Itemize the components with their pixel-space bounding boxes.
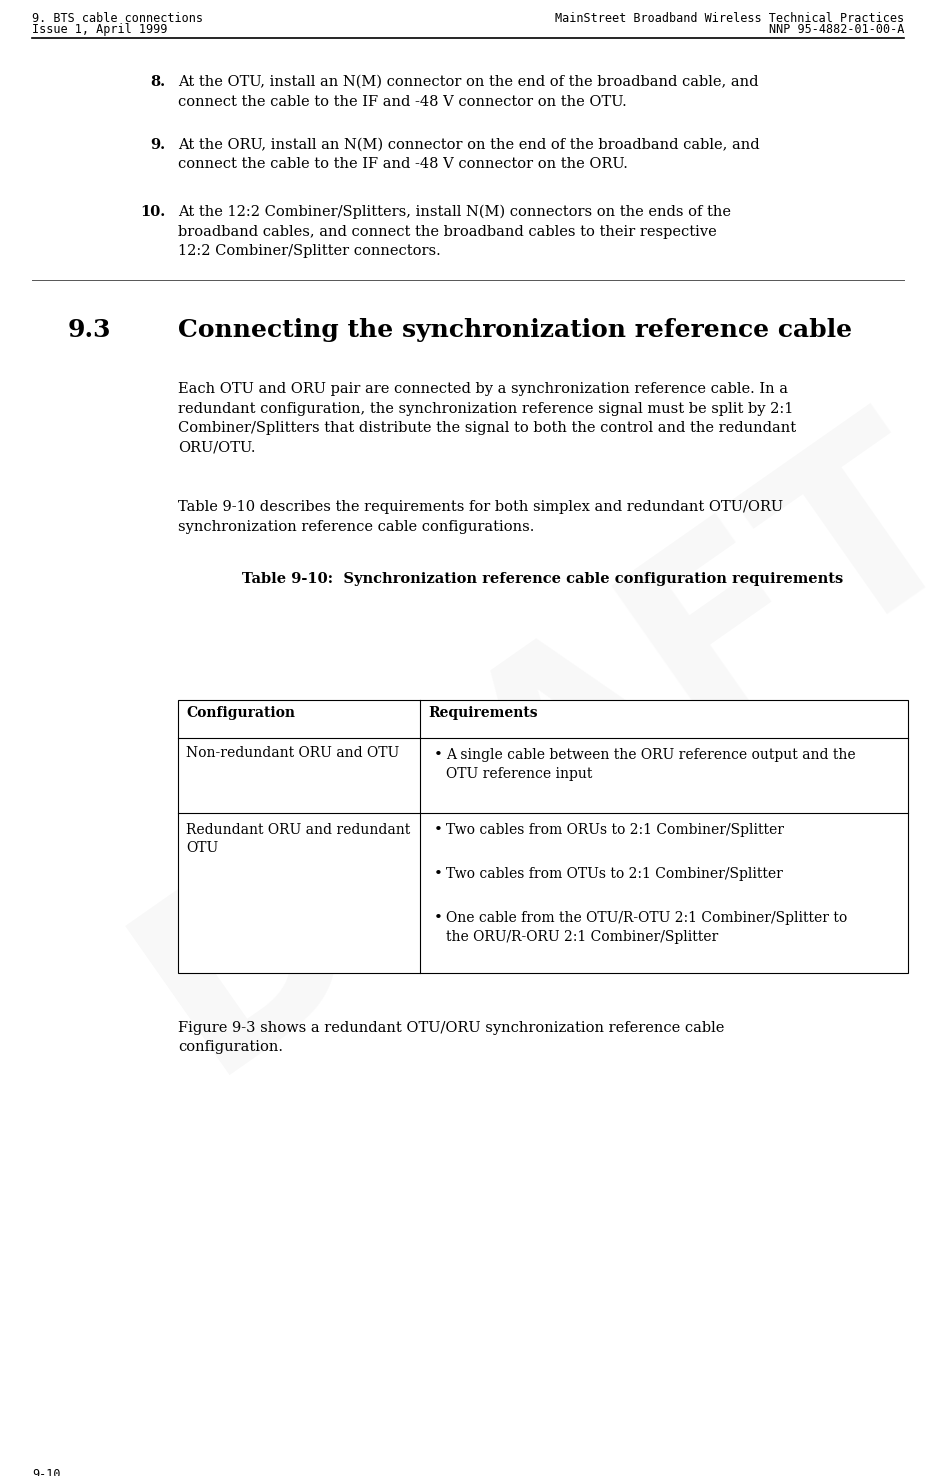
Text: Non-redundant ORU and OTU: Non-redundant ORU and OTU [186,745,400,760]
Text: MainStreet Broadband Wireless Technical Practices: MainStreet Broadband Wireless Technical … [555,12,904,25]
Text: A single cable between the ORU reference output and the
OTU reference input: A single cable between the ORU reference… [446,748,856,781]
Text: Two cables from OTUs to 2:1 Combiner/Splitter: Two cables from OTUs to 2:1 Combiner/Spl… [446,866,782,881]
Text: •: • [434,866,443,881]
Text: At the OTU, install an N(M) connector on the end of the broadband cable, and
con: At the OTU, install an N(M) connector on… [178,75,758,109]
Text: 10.: 10. [139,205,165,218]
Text: Table 9-10 describes the requirements for both simplex and redundant OTU/ORU
syn: Table 9-10 describes the requirements fo… [178,500,783,533]
Text: 9.: 9. [150,137,165,152]
Text: •: • [434,824,443,837]
Text: •: • [434,748,443,762]
Text: Issue 1, April 1999: Issue 1, April 1999 [32,24,168,35]
Text: 9-10: 9-10 [32,1469,61,1476]
Bar [178,700,908,973]
Text: NNP 95-4882-01-00-A: NNP 95-4882-01-00-A [768,24,904,35]
Text: Connecting the synchronization reference cable: Connecting the synchronization reference… [178,317,852,342]
Text: •: • [434,911,443,925]
Text: Configuration: Configuration [186,706,295,720]
Text: Redundant ORU and redundant
OTU: Redundant ORU and redundant OTU [186,824,410,856]
Text: DRAFT: DRAFT [97,382,936,1117]
Text: Each OTU and ORU pair are connected by a synchronization reference cable. In a
r: Each OTU and ORU pair are connected by a… [178,382,797,455]
Text: Two cables from ORUs to 2:1 Combiner/Splitter: Two cables from ORUs to 2:1 Combiner/Spl… [446,824,784,837]
Text: Requirements: Requirements [428,706,537,720]
Text: 9.3: 9.3 [68,317,111,342]
Text: One cable from the OTU/R-OTU 2:1 Combiner/Splitter to
the ORU/R-ORU 2:1 Combiner: One cable from the OTU/R-OTU 2:1 Combine… [446,911,847,945]
Text: 8.: 8. [150,75,165,89]
Text: Figure 9-3 shows a redundant OTU/ORU synchronization reference cable
configurati: Figure 9-3 shows a redundant OTU/ORU syn… [178,1021,724,1054]
Text: At the 12:2 Combiner/Splitters, install N(M) connectors on the ends of the
broad: At the 12:2 Combiner/Splitters, install … [178,205,731,258]
Text: 9. BTS cable connections: 9. BTS cable connections [32,12,203,25]
Text: At the ORU, install an N(M) connector on the end of the broadband cable, and
con: At the ORU, install an N(M) connector on… [178,137,760,171]
Text: Table 9-10:  Synchronization reference cable configuration requirements: Table 9-10: Synchronization reference ca… [242,573,843,586]
